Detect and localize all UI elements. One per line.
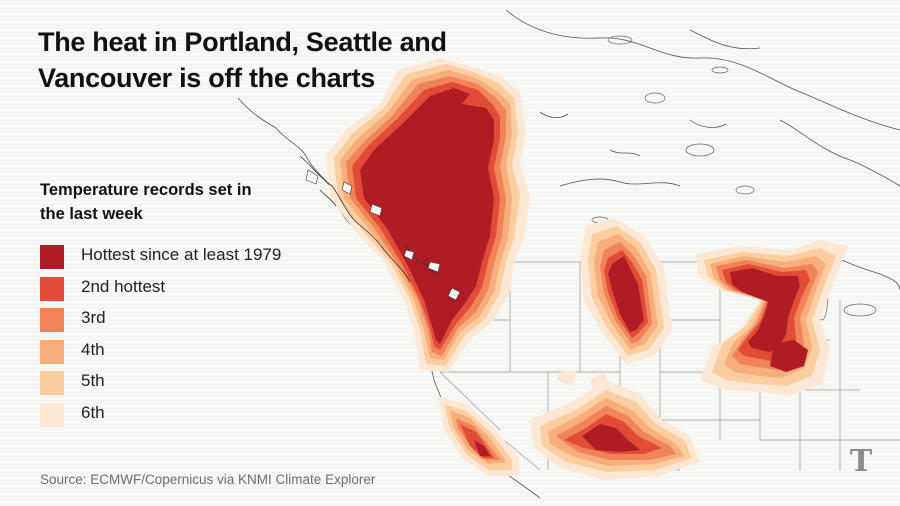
legend-label: Hottest since at least 1979 <box>81 245 282 264</box>
legend-swatch <box>40 276 64 301</box>
coastal-islands <box>305 169 461 301</box>
nyt-t-logo-icon: T <box>849 444 873 479</box>
legend-swatch <box>40 402 64 427</box>
legend-label: 2nd hottest <box>81 276 166 296</box>
legend-swatch <box>40 371 64 396</box>
legend-swatch <box>40 245 64 269</box>
heat-regions <box>326 58 848 480</box>
legend-swatch <box>40 339 64 364</box>
legend-label: 5th <box>81 371 105 391</box>
legend-swatch <box>40 308 64 333</box>
legend-label: 3rd <box>81 308 106 328</box>
page-title: The heat in Portland, Seattle and Vancou… <box>38 27 447 93</box>
legend-label: 4th <box>81 339 105 359</box>
source-note: Source: ECMWF/Copernicus via KNMI Climat… <box>40 472 376 487</box>
legend-title: Temperature records set in the last week <box>40 181 252 223</box>
legend-label: 6th <box>81 402 105 422</box>
